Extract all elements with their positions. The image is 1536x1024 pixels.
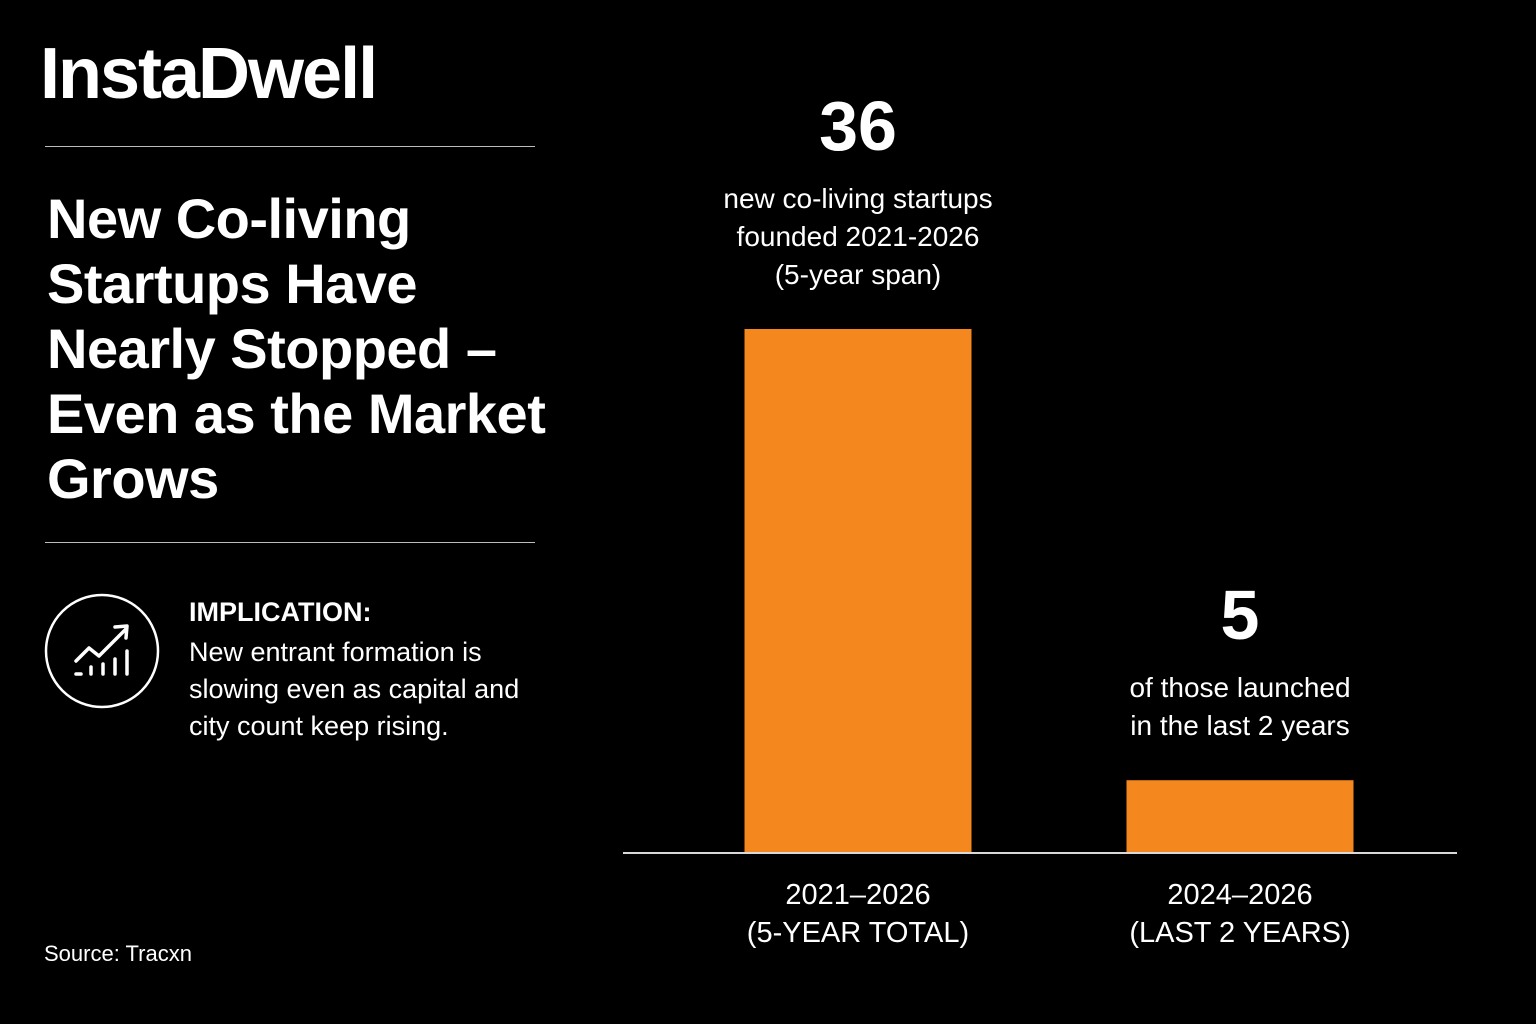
bar-1-annotation-line-2: founded 2021-2026 xyxy=(737,221,980,252)
implication-title: IMPLICATION: xyxy=(189,597,372,627)
x-tick-label-1-line-2: (5-YEAR TOTAL) xyxy=(747,917,969,949)
brand-logo: InstaDwell xyxy=(40,34,378,114)
trend-up-chart-icon xyxy=(44,593,160,709)
headline: New Co-living Startups Have Nearly Stopp… xyxy=(47,187,546,510)
x-tick-label-1-line-1: 2021–2026 xyxy=(785,879,930,911)
bottom-divider xyxy=(45,542,535,543)
x-tick-label-2-line-2: (LAST 2 YEARS) xyxy=(1129,917,1350,949)
top-divider xyxy=(45,146,535,147)
x-tick-label-2-line-1: 2024–2026 xyxy=(1167,879,1312,911)
bar-1 xyxy=(744,329,972,853)
bar-1-annotation-line-1: new co-living startups xyxy=(723,183,992,214)
source-note: Source: Tracxn xyxy=(44,941,192,966)
bar-2-annotation-line-1: of those launched xyxy=(1129,672,1350,703)
bar-2-annotation-line-2: in the last 2 years xyxy=(1130,710,1349,741)
implication-text: New entrant formation is slowing even as… xyxy=(189,637,520,741)
bar-2-value-label: 5 xyxy=(1221,576,1260,654)
bar-2 xyxy=(1126,780,1354,853)
bar-1-annotation-line-3: (5-year span) xyxy=(775,259,942,290)
bar-1-value-label: 36 xyxy=(819,87,897,165)
